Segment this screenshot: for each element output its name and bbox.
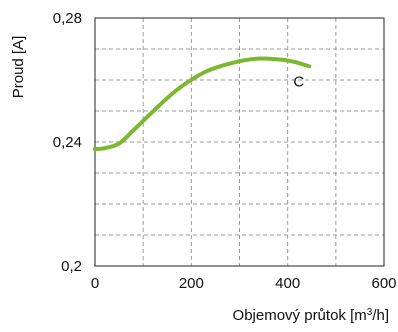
y-axis-label: Proud [A] [10,36,27,99]
series-label: C [293,73,304,90]
y-tick-label: 0,2 [61,258,82,275]
x-tick-label: 600 [371,275,396,292]
x-tick-label: 200 [179,275,204,292]
y-tick-label: 0,24 [53,134,82,151]
x-axis-label-superscript: 3 [367,307,373,318]
series-layer: C [93,56,312,152]
x-axis-label-prefix: Objemový průtok [m [233,307,367,324]
plot-frame [94,17,385,267]
x-tick-label: 0 [91,275,99,292]
x-axis-label-suffix: /h] [372,307,389,324]
grid [95,18,384,266]
tick-labels: 0,2 0,24 0,28 0 200 400 600 [53,10,397,292]
series-line [93,56,312,152]
y-tick-label: 0,28 [53,10,82,27]
x-axis-label: Objemový průtok [m3/h] [233,307,389,324]
x-tick-label: 400 [275,275,300,292]
